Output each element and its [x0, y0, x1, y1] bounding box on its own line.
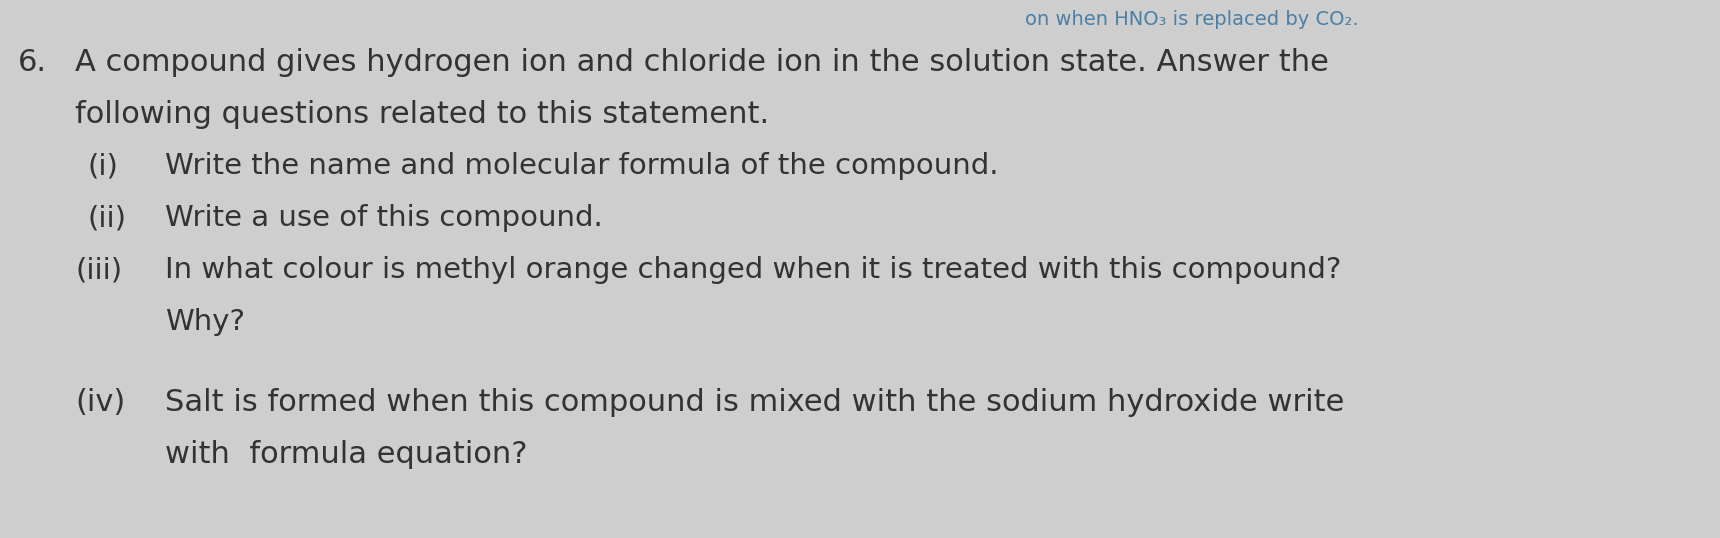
Text: (ii): (ii) — [88, 204, 127, 232]
Text: (iv): (iv) — [76, 388, 126, 417]
Text: (iii): (iii) — [76, 256, 122, 284]
Text: A compound gives hydrogen ion and chloride ion in the solution state. Answer the: A compound gives hydrogen ion and chlori… — [76, 48, 1330, 77]
Text: Write a use of this compound.: Write a use of this compound. — [165, 204, 602, 232]
Text: 6.: 6. — [17, 48, 46, 77]
Text: (i): (i) — [88, 152, 119, 180]
Text: Why?: Why? — [165, 308, 244, 336]
Text: with  formula equation?: with formula equation? — [165, 440, 528, 469]
Text: on when HNO₃ is replaced by CO₂.: on when HNO₃ is replaced by CO₂. — [1025, 10, 1359, 29]
Text: In what colour is methyl orange changed when it is treated with this compound?: In what colour is methyl orange changed … — [165, 256, 1342, 284]
Text: Salt is formed when this compound is mixed with the sodium hydroxide write: Salt is formed when this compound is mix… — [165, 388, 1345, 417]
Text: following questions related to this statement.: following questions related to this stat… — [76, 100, 769, 129]
Text: Write the name and molecular formula of the compound.: Write the name and molecular formula of … — [165, 152, 999, 180]
